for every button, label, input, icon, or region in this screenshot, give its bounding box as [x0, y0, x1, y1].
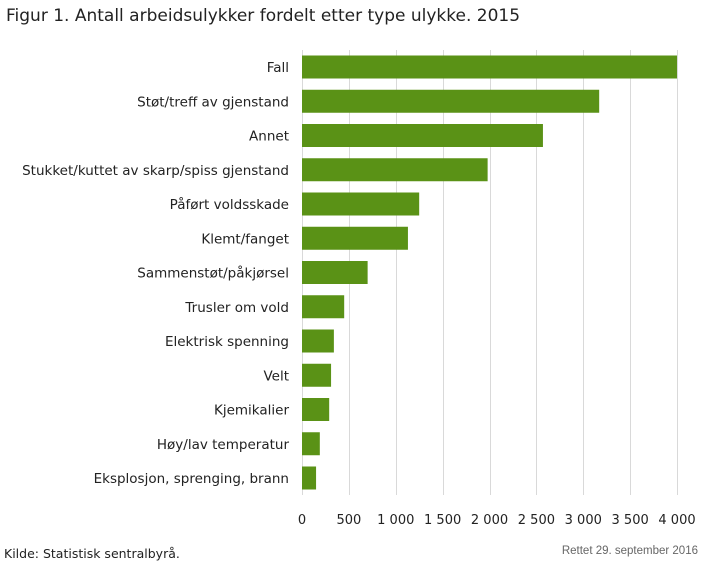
bar-3: [302, 158, 488, 182]
bar-12: [302, 466, 317, 490]
x-tick-label-4: 2 000: [471, 513, 508, 528]
x-tick-labels: 0 500 1 000 1 500 2 000 2 500 3 000 3 500 4 000: [298, 513, 696, 528]
x-tick-label-5: 2 500: [518, 513, 555, 528]
x-tick-label-2: 1 000: [377, 513, 414, 528]
source-note: Kilde: Statistisk sentralbyrå.: [4, 546, 180, 561]
bar-0: [302, 55, 677, 79]
x-tick-label-1: 500: [336, 513, 361, 528]
category-label-11: Høy/lav temperatur: [157, 437, 290, 453]
bar-1: [302, 89, 600, 113]
category-labels: Fall Støt/treff av gjenstand Annet Stukket/…: [22, 60, 289, 487]
category-label-3: Stukket/kuttet av skarp/spiss gjenstand: [22, 163, 289, 179]
chart-title: Figur 1. Antall arbeidsulykker fordelt e…: [6, 6, 521, 26]
x-tick-label-0: 0: [298, 513, 306, 528]
bar-7: [302, 295, 345, 319]
bar-8: [302, 329, 334, 353]
bar-5: [302, 226, 408, 250]
category-label-4: Påført voldsskade: [170, 196, 289, 213]
bar-6: [302, 261, 368, 284]
x-tick-label-8: 4 000: [658, 513, 695, 528]
bar-9: [302, 363, 332, 387]
category-label-7: Trusler om vold: [184, 300, 289, 316]
bar-4: [302, 192, 420, 216]
category-label-12: Eksplosjon, sprenging, brann: [94, 471, 289, 487]
bar-2: [302, 124, 543, 147]
x-tick-label-3: 1 500: [424, 513, 461, 528]
category-label-8: Elektrisk spenning: [165, 334, 289, 350]
category-label-5: Klemt/fanget: [201, 231, 289, 247]
bar-11: [302, 432, 320, 456]
category-label-6: Sammenstøt/påkjørsel: [137, 265, 289, 282]
bar-chart: Fall Støt/treff av gjenstand Annet Stukket/…: [22, 50, 696, 528]
category-label-0: Fall: [267, 60, 289, 76]
category-label-1: Støt/treff av gjenstand: [137, 94, 289, 110]
correction-note: Rettet 29. september 2016: [561, 545, 698, 557]
category-label-10: Kjemikalier: [214, 403, 289, 419]
category-label-2: Annet: [249, 129, 289, 145]
category-label-9: Velt: [263, 368, 289, 384]
bars: [302, 55, 677, 490]
x-tick-label-7: 3 500: [612, 513, 649, 528]
x-tick-label-6: 3 000: [565, 513, 602, 528]
bar-10: [302, 398, 330, 421]
